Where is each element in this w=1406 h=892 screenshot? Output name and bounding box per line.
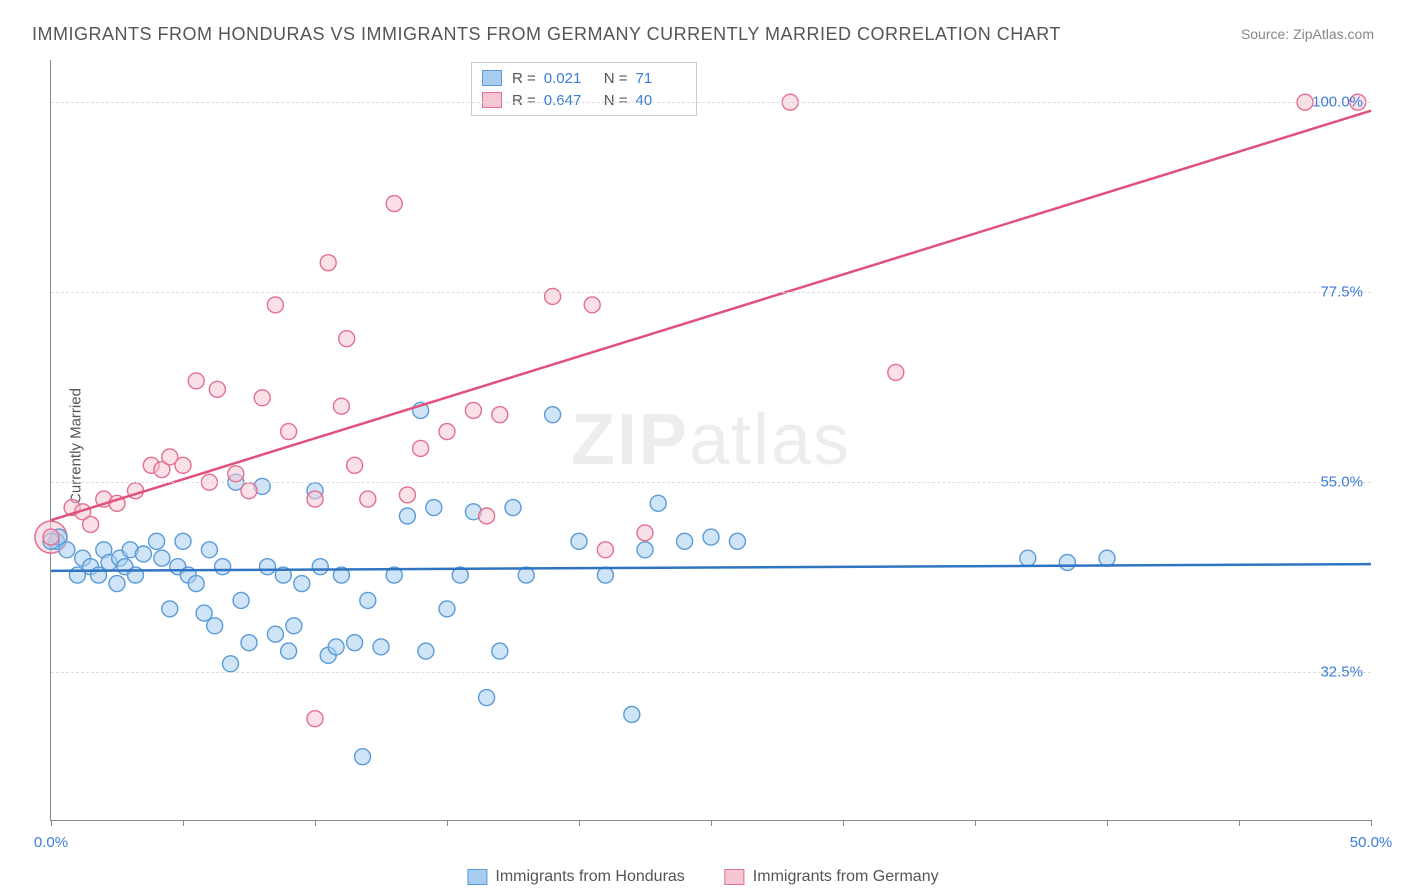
x-tick-label: 0.0%: [34, 834, 68, 851]
y-tick-label: 100.0%: [1312, 94, 1363, 111]
series-legend: Immigrants from Honduras Immigrants from…: [467, 868, 938, 886]
y-tick-label: 77.5%: [1320, 284, 1363, 301]
n-label: N =: [604, 70, 628, 87]
plot-area: ZIPatlas R = 0.021 N = 71 R = 0.647 N = …: [50, 60, 1371, 821]
r-label: R =: [512, 70, 536, 87]
r-value: 0.647: [544, 92, 594, 109]
r-value: 0.021: [544, 70, 594, 87]
chart-title: IMMIGRANTS FROM HONDURAS VS IMMIGRANTS F…: [32, 24, 1061, 45]
x-tick-label: 50.0%: [1350, 834, 1393, 851]
legend-label: Immigrants from Honduras: [495, 868, 684, 886]
swatch-icon: [725, 869, 745, 885]
legend-item-honduras: Immigrants from Honduras: [467, 868, 684, 886]
n-label: N =: [604, 92, 628, 109]
y-tick-label: 32.5%: [1320, 664, 1363, 681]
swatch-icon: [467, 869, 487, 885]
legend-label: Immigrants from Germany: [753, 868, 939, 886]
n-value: 71: [636, 70, 686, 87]
swatch-icon: [482, 70, 502, 86]
legend-row-germany: R = 0.647 N = 40: [482, 89, 686, 111]
legend-item-germany: Immigrants from Germany: [725, 868, 939, 886]
y-tick-label: 55.0%: [1320, 474, 1363, 491]
n-value: 40: [636, 92, 686, 109]
source-attribution: Source: ZipAtlas.com: [1241, 26, 1374, 42]
stats-legend: R = 0.021 N = 71 R = 0.647 N = 40: [471, 62, 697, 116]
legend-row-honduras: R = 0.021 N = 71: [482, 67, 686, 89]
scatter-plot-svg: [51, 60, 1371, 820]
swatch-icon: [482, 92, 502, 108]
r-label: R =: [512, 92, 536, 109]
